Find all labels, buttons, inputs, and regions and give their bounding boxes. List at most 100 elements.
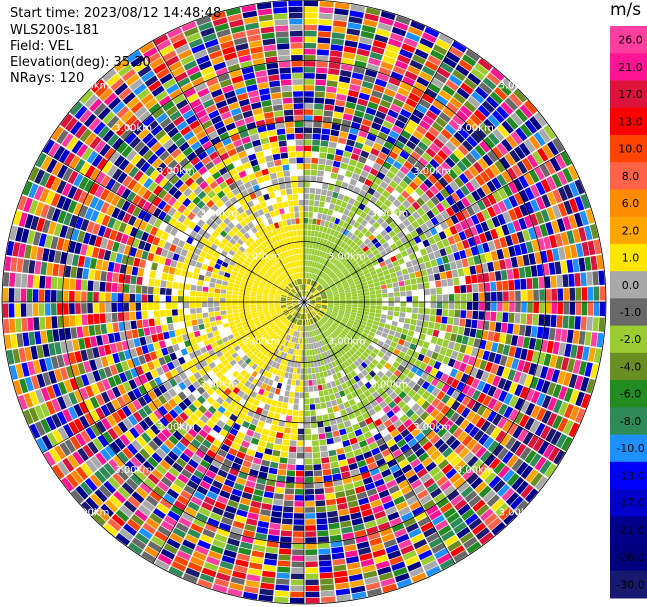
velocity-gate bbox=[445, 79, 459, 92]
velocity-gate bbox=[461, 54, 477, 67]
velocity-gate bbox=[118, 222, 127, 233]
velocity-gate bbox=[366, 322, 373, 328]
velocity-gate bbox=[453, 342, 461, 352]
velocity-gate bbox=[493, 238, 502, 250]
velocity-gate bbox=[373, 177, 382, 186]
velocity-gate bbox=[336, 246, 343, 253]
velocity-gate bbox=[268, 467, 278, 475]
velocity-gate bbox=[165, 371, 174, 381]
velocity-gate bbox=[384, 323, 391, 330]
velocity-gate bbox=[34, 201, 45, 217]
velocity-gate bbox=[516, 336, 525, 348]
velocity-gate bbox=[305, 585, 320, 592]
velocity-gate bbox=[218, 355, 226, 362]
velocity-gate bbox=[320, 264, 325, 271]
velocity-gate bbox=[150, 141, 162, 153]
velocity-gate bbox=[320, 219, 326, 227]
velocity-gate bbox=[300, 368, 304, 374]
velocity-gate bbox=[274, 335, 280, 341]
velocity-gate bbox=[350, 585, 366, 594]
velocity-gate bbox=[532, 277, 539, 289]
velocity-gate bbox=[332, 289, 338, 293]
velocity-gate bbox=[210, 222, 219, 230]
velocity-gate bbox=[318, 311, 324, 316]
velocity-gate bbox=[287, 360, 292, 367]
velocity-gate bbox=[399, 150, 410, 160]
velocity-gate bbox=[382, 242, 390, 249]
velocity-gate bbox=[238, 503, 250, 512]
velocity-gate bbox=[396, 231, 405, 239]
velocity-gate bbox=[356, 313, 363, 318]
velocity-gate bbox=[244, 415, 253, 423]
velocity-gate bbox=[353, 360, 361, 367]
velocity-gate bbox=[478, 311, 485, 320]
velocity-gate bbox=[138, 465, 151, 477]
velocity-gate bbox=[470, 347, 479, 357]
velocity-gate bbox=[223, 379, 232, 387]
velocity-gate bbox=[431, 397, 441, 408]
velocity-gate bbox=[369, 51, 383, 61]
velocity-gate bbox=[173, 189, 183, 200]
velocity-gate bbox=[299, 344, 302, 350]
velocity-gate bbox=[458, 59, 473, 72]
velocity-gate bbox=[78, 401, 89, 415]
velocity-gate bbox=[313, 109, 324, 116]
velocity-gate bbox=[456, 87, 470, 100]
velocity-gate bbox=[250, 260, 257, 267]
velocity-gate bbox=[474, 144, 486, 157]
velocity-gate bbox=[270, 313, 277, 317]
velocity-gate bbox=[299, 307, 303, 313]
velocity-gate bbox=[237, 238, 244, 246]
velocity-gate bbox=[294, 495, 304, 501]
velocity-gate bbox=[377, 370, 385, 379]
velocity-gate bbox=[343, 270, 349, 276]
velocity-gate bbox=[353, 277, 360, 283]
velocity-gate bbox=[550, 275, 557, 288]
velocity-gate bbox=[292, 531, 304, 537]
velocity-gate bbox=[393, 21, 409, 31]
velocity-gate bbox=[243, 260, 250, 266]
velocity-gate bbox=[275, 319, 281, 325]
velocity-gate bbox=[321, 232, 326, 239]
velocity-gate bbox=[332, 26, 346, 34]
velocity-gate bbox=[252, 329, 259, 335]
velocity-gate bbox=[289, 335, 293, 342]
velocity-gate bbox=[351, 272, 358, 278]
velocity-gate bbox=[268, 294, 275, 298]
velocity-gate bbox=[250, 404, 258, 412]
velocity-gate bbox=[421, 167, 431, 178]
velocity-gate bbox=[319, 566, 333, 573]
velocity-gate bbox=[350, 153, 360, 161]
velocity-gate bbox=[312, 274, 316, 280]
velocity-gate bbox=[328, 271, 334, 277]
velocity-gate bbox=[264, 448, 273, 455]
velocity-gate bbox=[394, 60, 409, 70]
velocity-gate bbox=[233, 287, 239, 292]
velocity-gate bbox=[113, 155, 125, 168]
velocity-gate bbox=[98, 368, 107, 380]
velocity-gate bbox=[339, 293, 346, 297]
velocity-gate bbox=[278, 376, 284, 384]
velocity-gate bbox=[330, 256, 336, 263]
velocity-gate bbox=[298, 350, 302, 356]
velocity-gate bbox=[260, 434, 268, 442]
velocity-gate bbox=[144, 371, 154, 382]
velocity-gate bbox=[20, 303, 27, 317]
velocity-gate bbox=[561, 357, 570, 371]
velocity-gate bbox=[397, 424, 407, 433]
velocity-gate bbox=[259, 338, 266, 345]
velocity-gate bbox=[147, 252, 155, 262]
velocity-gate bbox=[262, 453, 272, 461]
velocity-gate bbox=[188, 375, 197, 384]
velocity-gate bbox=[305, 543, 317, 549]
velocity-gate bbox=[276, 475, 286, 482]
velocity-gate bbox=[475, 527, 490, 540]
velocity-gate bbox=[164, 412, 174, 423]
velocity-gate bbox=[337, 357, 344, 365]
velocity-gate bbox=[86, 150, 98, 164]
velocity-gate bbox=[109, 364, 118, 376]
velocity-gate bbox=[182, 217, 192, 227]
velocity-gate bbox=[324, 287, 331, 291]
velocity-gate bbox=[197, 578, 213, 589]
velocity-gate bbox=[293, 304, 299, 308]
